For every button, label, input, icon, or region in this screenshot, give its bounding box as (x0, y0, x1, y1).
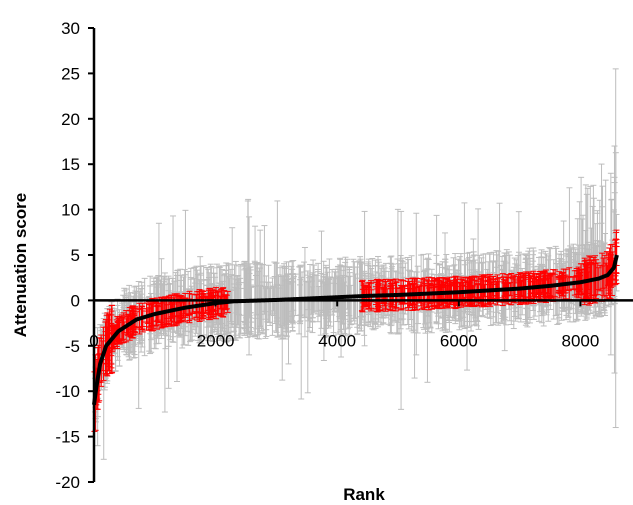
grey-error-bar (161, 272, 168, 413)
grey-error-bar (244, 200, 251, 328)
grey-error-bar (394, 208, 401, 323)
grey-error-bar (135, 280, 142, 409)
grey-error-bar (282, 280, 289, 324)
grey-error-bar (369, 258, 376, 330)
grey-error-bar (227, 268, 234, 341)
grey-error-bar (498, 264, 505, 323)
grey-error-bar (361, 210, 368, 347)
grey-error-bar (246, 216, 253, 356)
grey-error-bar (252, 225, 259, 336)
grey-error-bar (283, 274, 290, 333)
grey-error-bar (524, 258, 531, 328)
grey-error-bar (330, 282, 337, 334)
grey-error-bars (92, 68, 620, 460)
grey-error-bar (236, 265, 243, 315)
grey-error-bar (357, 258, 364, 326)
grey-error-bar (286, 283, 293, 322)
grey-error-bar (187, 267, 194, 342)
grey-error-bar (265, 264, 272, 324)
grey-error-bar (256, 267, 263, 340)
grey-error-bar (278, 284, 285, 340)
grey-error-bar (301, 246, 308, 338)
grey-error-bar (346, 269, 353, 317)
grey-error-bar (351, 261, 358, 320)
grey-error-bar (552, 245, 559, 317)
grey-error-bar (269, 277, 276, 336)
grey-error-bar (354, 277, 361, 336)
grey-error-bar (307, 263, 314, 329)
grey-error-bar (313, 274, 320, 312)
grey-error-bar (231, 289, 238, 328)
grey-error-bar (317, 280, 324, 336)
grey-error-bar (320, 260, 327, 312)
